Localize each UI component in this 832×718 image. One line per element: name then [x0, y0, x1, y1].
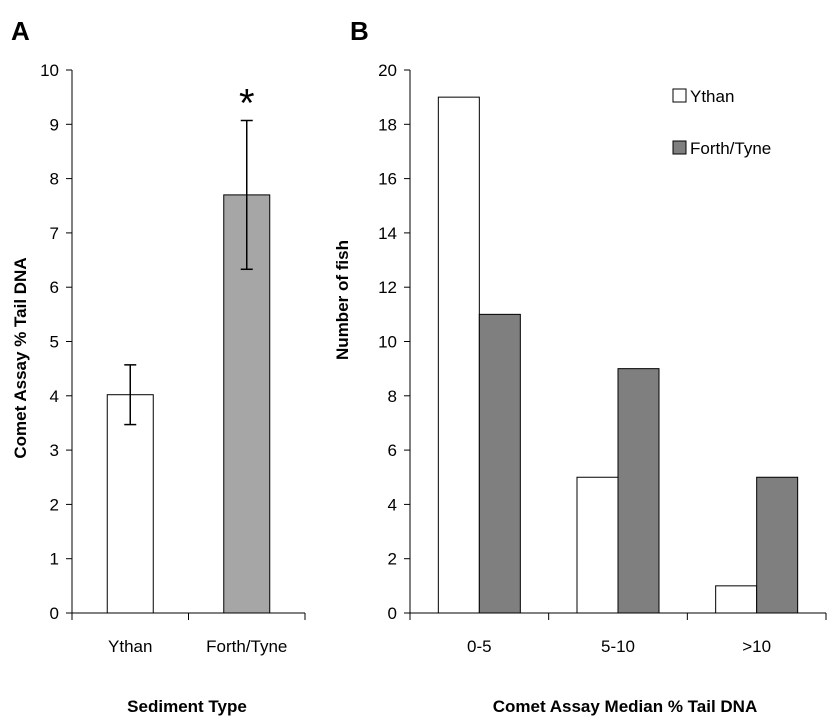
panel-a-y-tick-label: 8 — [50, 170, 59, 189]
panel-b-bar-ythan-10 — [715, 585, 758, 614]
panel-a-x-axis-title: Sediment Type — [127, 697, 247, 716]
panel-a-significance-marker: * — [239, 81, 255, 125]
panel-b-y-tick-label: 8 — [388, 387, 397, 406]
panel-b-y-tick-label: 10 — [378, 333, 397, 352]
panel-a-y-tick-label: 2 — [50, 495, 59, 514]
panel-b-y-tick-label: 14 — [378, 224, 397, 243]
panel-a-x-tick-label-forth-tyne: Forth/Tyne — [206, 637, 287, 656]
panel-a: A Comet Assay % Tail DNA Sediment Type 0… — [11, 16, 306, 716]
panel-a-letter: A — [11, 16, 30, 46]
panel-a-y-tick-label: 3 — [50, 441, 59, 460]
panel-a-y-tick-label: 4 — [50, 387, 59, 406]
panel-b-y-axis-title: Number of fish — [333, 240, 352, 360]
panel-b-x-tick-label-0-5: 0-5 — [467, 637, 492, 656]
panel-b: B Number of fish Comet Assay Median % Ta… — [333, 16, 827, 716]
panel-b-x-axis-title: Comet Assay Median % Tail DNA — [493, 697, 758, 716]
panel-a-bar-ythan — [106, 394, 154, 614]
panel-a-y-tick-label: 9 — [50, 115, 59, 134]
panel-b-bar-ythan-5-10 — [576, 476, 619, 614]
panel-b-x-tick-label-10: >10 — [742, 637, 771, 656]
panel-b-y-tick-label: 20 — [378, 61, 397, 80]
panel-b-y-tick-label: 16 — [378, 170, 397, 189]
panel-a-y-tick-label: 1 — [50, 550, 59, 569]
panel-b-bar-ythan-0-5 — [437, 96, 480, 614]
legend-swatch-forth-tyne — [672, 140, 687, 155]
panel-a-x-tick-label-ythan: Ythan — [108, 637, 152, 656]
panel-a-y-tick-label: 10 — [40, 61, 59, 80]
panel-a-y-tick-label: 7 — [50, 224, 59, 243]
panel-a-plot-area: 0 1 2 3 4 5 6 7 8 9 10 Ythan Forth/Tyne * — [40, 61, 306, 656]
legend-swatch-ythan — [672, 88, 687, 103]
panel-b-y-tick-label: 12 — [378, 278, 397, 297]
panel-b-bar-forth-tyne-10 — [756, 476, 799, 614]
panel-a-y-tick-label: 6 — [50, 278, 59, 297]
panel-b-letter: B — [350, 16, 369, 46]
panel-b-legend: Ythan Forth/Tyne — [672, 87, 771, 158]
panel-b-y-tick-label: 6 — [388, 441, 397, 460]
panel-a-y-axis-title: Comet Assay % Tail DNA — [11, 257, 30, 458]
panel-b-x-tick-label-5-10: 5-10 — [601, 637, 635, 656]
panel-b-y-tick-label: 18 — [378, 115, 397, 134]
panel-b-bar-forth-tyne-5-10 — [617, 368, 660, 614]
panel-a-y-tick-label: 0 — [50, 604, 59, 623]
legend-label-ythan: Ythan — [690, 87, 734, 106]
panel-b-plot-area: 0 2 4 6 8 10 12 14 16 18 20 0-5 5-10 >10 — [378, 61, 827, 656]
panel-b-y-tick-label: 0 — [388, 604, 397, 623]
panel-a-y-tick-label: 5 — [50, 333, 59, 352]
panel-b-y-tick-label: 4 — [388, 495, 397, 514]
legend-label-forth-tyne: Forth/Tyne — [690, 139, 771, 158]
panel-b-y-tick-label: 2 — [388, 550, 397, 569]
panel-b-bar-forth-tyne-0-5 — [478, 313, 521, 614]
